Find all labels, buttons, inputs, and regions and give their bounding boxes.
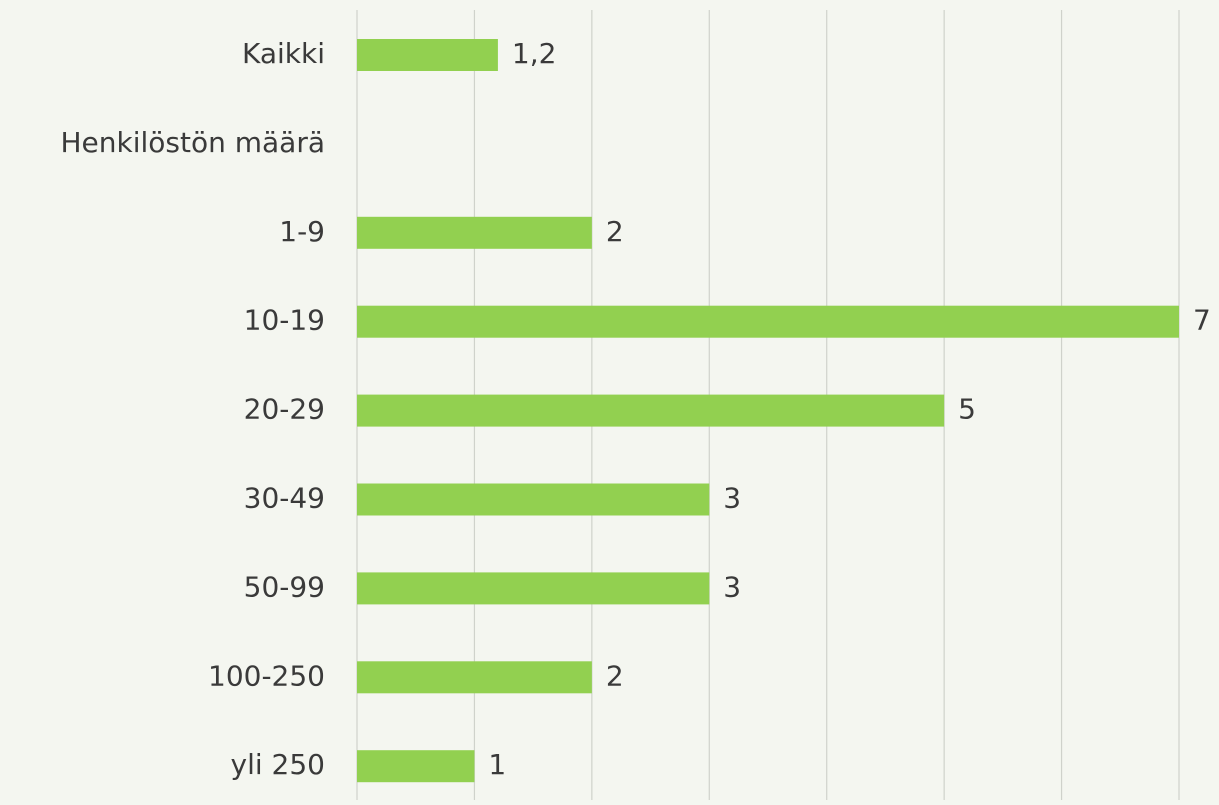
data-label: 3 (723, 570, 741, 603)
data-label: 5 (958, 393, 976, 426)
bar (357, 394, 945, 427)
bar (357, 750, 475, 783)
y-tick-label: 30-49 (244, 482, 325, 515)
y-tick-label: Kaikki (242, 37, 325, 70)
bar (357, 661, 592, 694)
data-label: 2 (606, 215, 624, 248)
bar (357, 39, 498, 71)
y-tick-label: yli 250 (231, 748, 325, 781)
y-tick-label: 50-99 (244, 570, 325, 603)
bar (357, 216, 592, 249)
bar (357, 483, 710, 516)
data-label: 1,2 (512, 37, 557, 70)
data-label: 1 (488, 748, 506, 781)
bar (357, 305, 1179, 338)
y-tick-label: 100-250 (208, 659, 325, 692)
data-label: 3 (723, 482, 741, 515)
y-tick-label: 20-29 (244, 393, 325, 426)
bar (357, 572, 710, 605)
y-tick-label: Henkilöstön määrä (60, 126, 325, 159)
y-tick-label: 10-19 (244, 304, 325, 337)
data-label: 7 (1193, 304, 1211, 337)
data-label: 2 (606, 659, 624, 692)
y-tick-label: 1-9 (279, 215, 325, 248)
